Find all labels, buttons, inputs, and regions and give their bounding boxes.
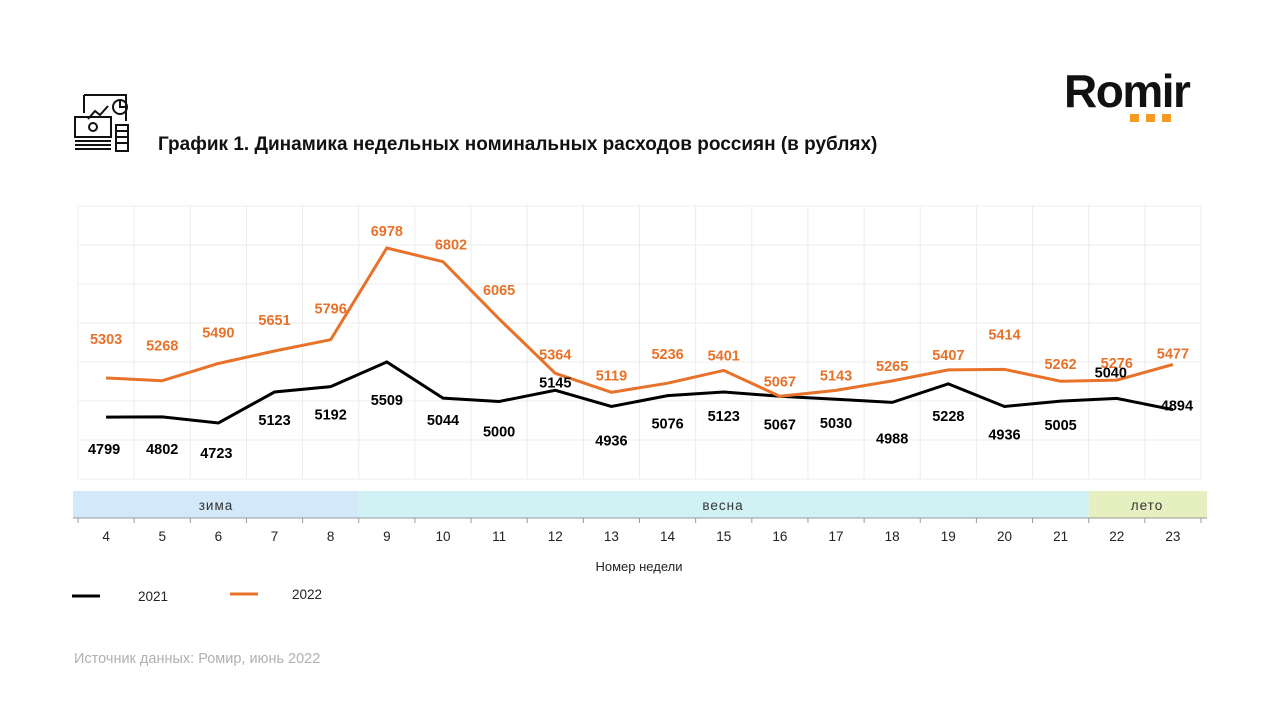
x-tick-label: 19 bbox=[941, 529, 956, 544]
data-label-2021: 5076 bbox=[651, 417, 683, 433]
data-label-2022: 5414 bbox=[988, 327, 1020, 343]
data-label-2021: 4894 bbox=[1161, 399, 1193, 415]
x-tick-label: 5 bbox=[158, 529, 166, 544]
data-label-2022: 5276 bbox=[1101, 356, 1133, 372]
data-label-2022: 5143 bbox=[820, 368, 852, 384]
data-label-2021: 4799 bbox=[88, 442, 120, 458]
x-tick-label: 20 bbox=[997, 529, 1012, 544]
legend-label-2021: 2021 bbox=[138, 589, 168, 604]
data-label-2022: 5401 bbox=[708, 348, 740, 364]
data-label-2021: 5044 bbox=[427, 413, 459, 429]
data-label-2021: 5509 bbox=[371, 393, 403, 409]
x-tick-label: 18 bbox=[885, 529, 900, 544]
data-label-2022: 5796 bbox=[315, 302, 347, 318]
x-tick-label: 6 bbox=[215, 529, 223, 544]
x-tick-label: 21 bbox=[1053, 529, 1068, 544]
data-label-2022: 5262 bbox=[1044, 357, 1076, 373]
data-label-2021: 5192 bbox=[315, 408, 347, 424]
data-label-2022: 5236 bbox=[651, 347, 683, 363]
x-tick-label: 16 bbox=[772, 529, 787, 544]
finance-report-icon bbox=[72, 93, 134, 153]
grid bbox=[77, 205, 1202, 480]
logo-dot bbox=[1162, 114, 1171, 122]
x-tick-label: 13 bbox=[604, 529, 619, 544]
x-axis-title: Номер недели bbox=[596, 559, 683, 574]
data-label-2021: 5067 bbox=[764, 417, 796, 433]
season-label: зима bbox=[199, 498, 234, 513]
data-label-2021: 4936 bbox=[595, 433, 627, 449]
x-tick-label: 14 bbox=[660, 529, 676, 544]
series-line-2022 bbox=[106, 246, 1174, 398]
x-tick-label: 23 bbox=[1165, 529, 1180, 544]
data-label-2022: 6802 bbox=[435, 238, 467, 254]
season-band-1 bbox=[358, 491, 1089, 518]
season-band-2 bbox=[1088, 491, 1207, 518]
data-label-2021: 5145 bbox=[539, 375, 571, 391]
data-label-2021: 5123 bbox=[258, 413, 290, 429]
logo-dots bbox=[1130, 114, 1171, 122]
x-tick-label: 10 bbox=[435, 529, 450, 544]
data-label-2022: 5364 bbox=[539, 347, 571, 363]
data-label-2022: 5407 bbox=[932, 348, 964, 364]
logo-text: Romir bbox=[1064, 65, 1191, 117]
x-tick-label: 9 bbox=[383, 529, 391, 544]
x-tick-label: 8 bbox=[327, 529, 335, 544]
x-tick-label: 11 bbox=[492, 529, 506, 544]
x-tick-label: 15 bbox=[716, 529, 731, 544]
data-label-2022: 5067 bbox=[764, 374, 796, 390]
data-label-2021: 5123 bbox=[708, 409, 740, 425]
data-label-2022: 5119 bbox=[596, 368, 627, 384]
season-label: лето bbox=[1131, 498, 1163, 513]
data-label-2021: 5030 bbox=[820, 416, 852, 432]
x-tick-label: 22 bbox=[1109, 529, 1124, 544]
x-tick-label: 12 bbox=[548, 529, 563, 544]
series-line-2021 bbox=[106, 360, 1174, 425]
logo-dot bbox=[1130, 114, 1139, 122]
data-label-2021: 4936 bbox=[988, 427, 1020, 443]
data-label-2021: 4723 bbox=[200, 446, 232, 462]
x-tick-label: 7 bbox=[271, 529, 279, 544]
data-label-2021: 5000 bbox=[483, 425, 515, 441]
data-label-2022: 6065 bbox=[483, 283, 515, 299]
data-label-2022: 5265 bbox=[876, 359, 908, 375]
data-label-2022: 6978 bbox=[371, 224, 403, 240]
data-label-2022: 5268 bbox=[146, 339, 178, 355]
data-label-2021: 5228 bbox=[932, 409, 964, 425]
data-label-2022: 5303 bbox=[90, 332, 122, 348]
data-label-2022: 5651 bbox=[258, 313, 290, 329]
data-source: Источник данных: Ромир, июнь 2022 bbox=[74, 651, 321, 667]
series-lines bbox=[106, 246, 1174, 425]
season-band: зима весна лето bbox=[73, 491, 1207, 518]
data-label-2022: 5490 bbox=[202, 325, 234, 341]
data-label-2021: 5005 bbox=[1044, 418, 1076, 434]
season-label: весна bbox=[702, 498, 743, 513]
data-label-2021: 5040 bbox=[1095, 365, 1127, 381]
legend-label-2022: 2022 bbox=[292, 587, 322, 602]
x-tick-label: 4 bbox=[102, 529, 110, 544]
legend: 2021 2022 bbox=[72, 587, 322, 604]
x-tick-label: 17 bbox=[829, 529, 844, 544]
data-labels: 5303 5268 5490 5651 5796 6978 6802 6065 5364 5119… bbox=[88, 224, 1193, 462]
chart-title: График 1. Динамика недельных номинальных… bbox=[158, 134, 878, 155]
logo-dot bbox=[1146, 114, 1155, 122]
x-axis: 4 5 6 7 8 9 10 11 12 13 14 15 16 17 18 19 20 21 22 23 bbox=[73, 517, 1207, 544]
romir-logo: Romir bbox=[1064, 64, 1214, 124]
data-label-2022: 5477 bbox=[1157, 346, 1189, 362]
data-label-2021: 4988 bbox=[876, 431, 908, 447]
season-band-0 bbox=[73, 491, 359, 518]
data-label-2021: 4802 bbox=[146, 442, 178, 458]
